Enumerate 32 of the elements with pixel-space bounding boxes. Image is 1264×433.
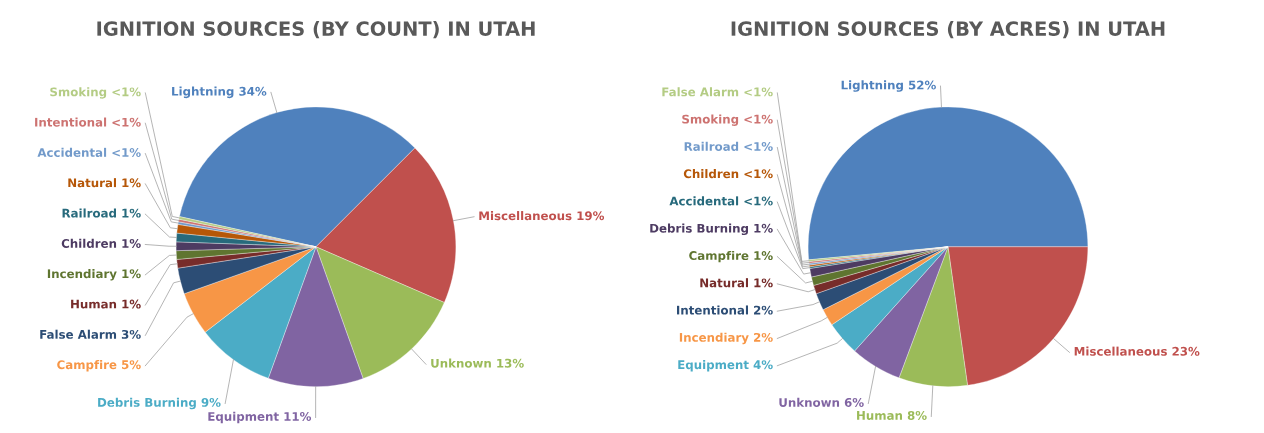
slice-label: Smoking <1%	[50, 87, 141, 99]
slice-label: Natural 1%	[68, 178, 141, 188]
slice-label: Children 1%	[61, 238, 141, 248]
chart-title: IGNITION SOURCES (BY COUNT) IN UTAH	[97, 20, 535, 39]
slice-label: Human 8%	[857, 410, 927, 420]
slice-label: Smoking <1%	[682, 114, 773, 126]
slice-label: Human 1%	[71, 299, 141, 309]
slice-label: Accidental <1%	[669, 196, 773, 206]
slice-label: Equipment 11%	[208, 411, 312, 424]
slice-label: Accidental <1%	[37, 147, 141, 157]
slice-label: Unknown 13%	[431, 358, 524, 368]
slice-label: Railroad 1%	[62, 208, 141, 218]
slice-label: False Alarm 3%	[40, 329, 141, 339]
slice-label: Intentional 2%	[677, 305, 773, 315]
slice-label: Campfire 1%	[689, 250, 773, 263]
slice-label: Miscellaneous 19%	[479, 211, 605, 221]
slice-label: Children <1%	[683, 169, 773, 179]
slice-label: Miscellaneous 23%	[1074, 346, 1200, 356]
slice-label: False Alarm <1%	[662, 87, 773, 97]
slice-label: Lightning 52%	[841, 80, 936, 92]
slice-label: Natural 1%	[700, 278, 773, 288]
slice-label: Lightning 34%	[172, 86, 267, 99]
slice-label: Incendiary 1%	[47, 269, 141, 281]
slice-label: Campfire 5%	[57, 360, 141, 372]
slice-label: Equipment 4%	[678, 360, 773, 372]
slice-label: Debris Burning 9%	[98, 397, 221, 410]
slice-label: Unknown 6%	[779, 397, 864, 407]
chart-title: IGNITION SOURCES (BY ACRES) IN UTAH	[731, 20, 1165, 39]
slice-label: Railroad <1%	[684, 141, 773, 151]
slice-label: Intentional <1%	[35, 117, 141, 127]
slice-label: Incendiary 2%	[679, 332, 773, 345]
slice-label: Debris Burning 1%	[650, 223, 773, 236]
